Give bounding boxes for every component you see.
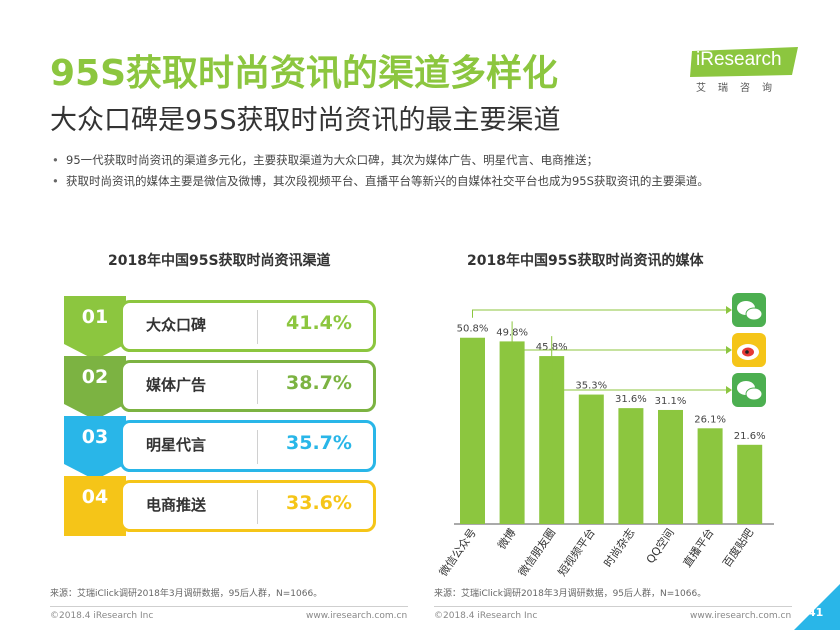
connector-line <box>511 321 726 351</box>
row-number: 02 <box>81 366 109 388</box>
chart-title: 2018年中国95S获取时尚资讯的媒体 <box>467 253 704 269</box>
page-corner-icon <box>794 584 840 630</box>
bar <box>697 428 723 524</box>
row-divider <box>257 430 258 464</box>
row-card <box>120 300 376 352</box>
logo-word: iResearch <box>696 49 782 70</box>
bullet-item: 95一代获取时尚资讯的渠道多元化，主要获取渠道为大众口碑，其次为媒体广告、明星代… <box>52 150 812 171</box>
tab-shape <box>64 296 126 360</box>
connector-line <box>472 309 726 318</box>
row-card <box>120 480 376 532</box>
bar <box>578 394 604 524</box>
footer-copyright-left: ©2018.4 iResearch Inc <box>50 611 154 621</box>
channel-row: 04 电商推送 33.6% <box>64 476 376 536</box>
media-bar-chart: 50.8%微信公众号49.8%微博45.8%微信朋友圈35.3%短视频平台31.… <box>436 293 774 579</box>
row-card <box>120 360 376 412</box>
bar-value-label: 35.3% <box>575 381 607 392</box>
tab-chevron-icon <box>64 296 126 360</box>
row-value: 33.6% <box>286 492 352 514</box>
category-label: 时尚杂志 <box>601 526 638 570</box>
row-label: 媒体广告 <box>146 376 207 394</box>
wechat-icon-bubble <box>745 307 763 321</box>
tab-chevron-icon <box>64 356 126 420</box>
category-label: 直播平台 <box>680 526 717 570</box>
row-divider <box>257 370 258 404</box>
row-value: 38.7% <box>286 372 352 394</box>
row-label: 电商推送 <box>146 496 207 514</box>
left-panel-title: 2018年中国95S获取时尚资讯渠道 <box>108 253 331 269</box>
row-label: 明星代言 <box>146 436 207 454</box>
channel-row: 03 明星代言 35.7% <box>64 416 376 480</box>
bar <box>737 444 763 524</box>
row-number: 01 <box>81 306 109 328</box>
bar <box>618 408 644 524</box>
row-value: 41.4% <box>286 312 352 334</box>
wechat-moments-icon-bubble <box>745 387 763 401</box>
connector-arrow <box>726 346 732 354</box>
category-label: 短视频平台 <box>555 526 598 579</box>
bar-value-label: 31.6% <box>615 394 647 405</box>
bar-value-label: 21.6% <box>734 431 766 442</box>
row-label: 大众口碑 <box>146 316 207 334</box>
channel-row: 02 媒体广告 38.7% <box>64 356 376 420</box>
category-label: 微信朋友圈 <box>515 526 558 579</box>
channel-row: 01 大众口碑 41.4% <box>64 296 376 360</box>
row-number: 04 <box>81 486 109 508</box>
page-subtitle: 大众口碑是95S获取时尚资讯的最主要渠道 <box>50 105 561 136</box>
row-value: 35.7% <box>286 432 352 454</box>
bar <box>460 337 485 524</box>
category-label: QQ空间 <box>643 526 677 566</box>
page-title: 95S获取时尚资讯的渠道多样化 <box>50 53 559 94</box>
bar <box>499 341 525 524</box>
bullet-item: 获取时尚资讯的媒体主要是微信及微博，其次段视频平台、直播平台等新兴的自媒体社交平… <box>52 171 812 192</box>
row-divider <box>257 490 258 524</box>
row-number: 03 <box>81 426 109 448</box>
category-label: 微博 <box>494 526 518 552</box>
row-card <box>120 420 376 472</box>
row-divider <box>257 310 258 344</box>
left-source-note: 来源：艾瑞iClick调研2018年3月调研数据，95后人群，N=1066。 <box>50 589 323 599</box>
bar-value-label: 31.1% <box>655 396 687 407</box>
bar-value-label: 50.8% <box>457 324 489 335</box>
category-label: 百度贴吧 <box>719 526 756 570</box>
right-source-note: 来源：艾瑞iClick调研2018年3月调研数据，95后人群，N=1066。 <box>434 589 707 599</box>
page-number: 41 <box>808 606 824 619</box>
iresearch-logo: iResearch 艾瑞咨询 <box>690 45 802 97</box>
connector-line <box>551 336 726 391</box>
footer-url-left[interactable]: www.iresearch.com.cn <box>306 611 408 621</box>
category-label: 微信公众号 <box>436 526 479 579</box>
bar <box>658 409 683 524</box>
footer-url-right[interactable]: www.iresearch.com.cn <box>690 611 792 621</box>
footer-copyright-right: ©2018.4 iResearch Inc <box>434 611 538 621</box>
connector-arrow <box>726 386 732 394</box>
tab-chevron-icon <box>64 416 126 480</box>
bullet-list: 95一代获取时尚资讯的渠道多元化，主要获取渠道为大众口碑，其次为媒体广告、明星代… <box>52 150 812 192</box>
connector-arrow <box>726 306 732 314</box>
bar-value-label: 26.1% <box>694 414 726 425</box>
weibo-icon-pupil <box>745 350 749 354</box>
logo-subtext: 艾瑞咨询 <box>696 83 784 94</box>
tab-chevron-icon <box>64 476 126 536</box>
logo-badge-icon <box>690 47 798 77</box>
footer-rule-right <box>434 606 792 607</box>
footer-rule-left <box>50 606 408 607</box>
